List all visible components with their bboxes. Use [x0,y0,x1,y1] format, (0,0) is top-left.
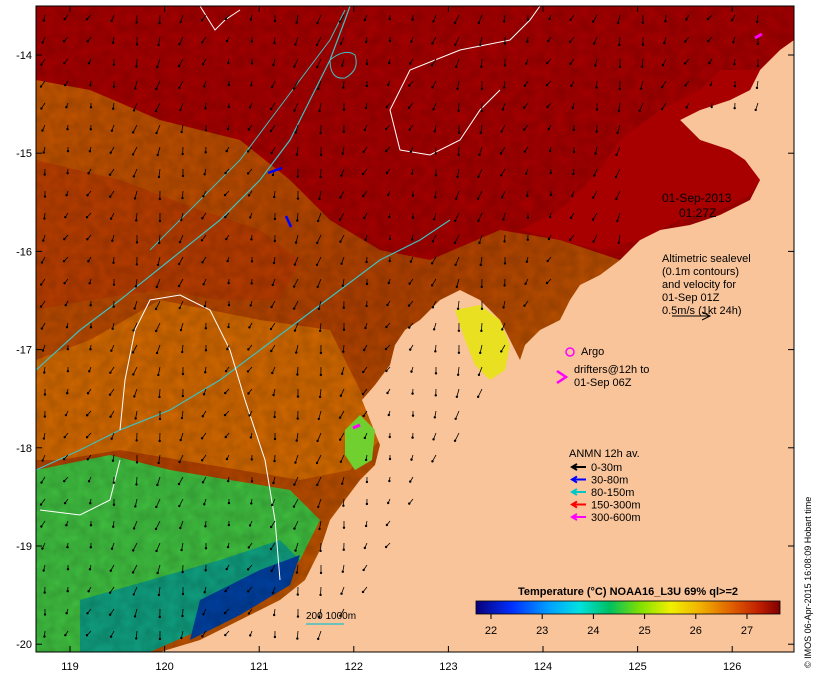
anmn-legend-item: 0-30m [570,462,622,474]
drifters-label-2: 01-Sep 06Z [574,377,632,389]
lon-tick-label: 122 [345,661,363,673]
kimberley-coast-sst [520,70,760,250]
lat-tick-label: -20 [16,639,32,651]
lon-tick-label: 125 [628,661,646,673]
credit-text: © IMOS 06-Apr-2015 16:08:09 Hobart time [803,497,813,668]
colorbar-title: Temperature (°C) NOAA16_L3U 69% ql>=2 [518,586,738,598]
colorbar-tick-label: 24 [587,625,599,637]
mooring-marker-ne [754,32,763,40]
anmn-legend-item: 30-80m [570,475,628,487]
argo-label: Argo [581,346,604,358]
coastal-green-patch [345,415,375,470]
svg-text:30-80m: 30-80m [591,475,628,487]
longitude-axis: 119 120 121 122 123 124 125 126 [61,6,741,673]
map-area [36,6,794,652]
bathymetry-contour-inner [149,9,346,251]
drifters-label-1: drifters@12h to [574,364,649,376]
bathymetry-contour-1000m [36,219,451,471]
lon-tick-label: 121 [250,661,268,673]
altimetry-contour-4 [399,89,501,156]
drifter-track-1 [267,166,283,175]
colorbar-tick-label: 23 [536,625,548,637]
lon-tick-label: 120 [155,661,173,673]
svg-text:150-300m: 150-300m [591,500,641,512]
svg-text:ANMN 12h av.: ANMN 12h av. [569,448,640,460]
svg-text:01-Sep 01Z: 01-Sep 01Z [662,292,720,304]
time-label: 01:27Z [679,206,716,220]
lat-tick-label: -18 [16,443,32,455]
altimetry-contour-1 [119,294,281,581]
mooring-marker [352,423,361,430]
lat-tick-label: -19 [16,541,32,553]
svg-text:and velocity for: and velocity for [662,279,736,291]
svg-text:80-150m: 80-150m [591,487,634,499]
lat-tick-label: -16 [16,246,32,258]
drifter-track-2 [284,215,293,228]
lon-tick-label: 124 [534,661,552,673]
drifter-legend-icon [556,369,569,385]
latitude-axis: -14 -15 -16 -17 -18 -19 -20 [16,50,794,651]
altimetry-contour-3 [389,6,541,151]
colorbar: Temperature (°C) NOAA16_L3U 69% ql>=2 22… [475,586,781,637]
altimetry-contour-2 [39,459,121,516]
velocity-arrows [39,14,760,641]
lon-tick-label: 126 [723,661,741,673]
lon-tick-label: 123 [439,661,457,673]
svg-text:300-600m: 300-600m [591,512,641,524]
colorbar-gradient [475,600,781,615]
svg-text:Altimetric sealevel: Altimetric sealevel [662,253,751,265]
anmn-legend-item: 300-600m [570,512,641,524]
date-label: 01-Sep-2013 [662,191,732,205]
map-border [35,5,795,653]
altimetry-legend: Altimetric sealevel (0.1m contours) and … [662,253,751,321]
lon-tick-label: 119 [61,661,79,673]
lat-tick-label: -17 [16,345,32,357]
bathymetry-contour-200m [36,6,351,371]
svg-text:(0.1m contours): (0.1m contours) [662,266,739,278]
bathy-legend-label: 200 1000m [306,611,356,622]
argo-marker [565,347,575,357]
svg-text:0.5m/s (1kt 24h): 0.5m/s (1kt 24h) [662,305,741,317]
anmn-legend-item: 150-300m [570,500,641,512]
lat-tick-label: -15 [16,148,32,160]
lat-tick-label: -14 [16,50,32,62]
king-sound [455,305,510,380]
svg-text:0-30m: 0-30m [591,462,622,474]
scale-arrow [672,311,712,321]
anmn-legend: ANMN 12h av. 0-30m30-80m80-150m150-300m3… [569,448,641,524]
colorbar-tick-label: 27 [741,625,753,637]
bathymetry-loop [329,51,357,79]
colorbar-tick-label: 22 [485,625,497,637]
colorbar-tick-label: 26 [690,625,702,637]
anmn-legend-item: 80-150m [570,487,634,499]
colorbar-tick-label: 25 [638,625,650,637]
altimetry-contour-5 [199,6,241,31]
